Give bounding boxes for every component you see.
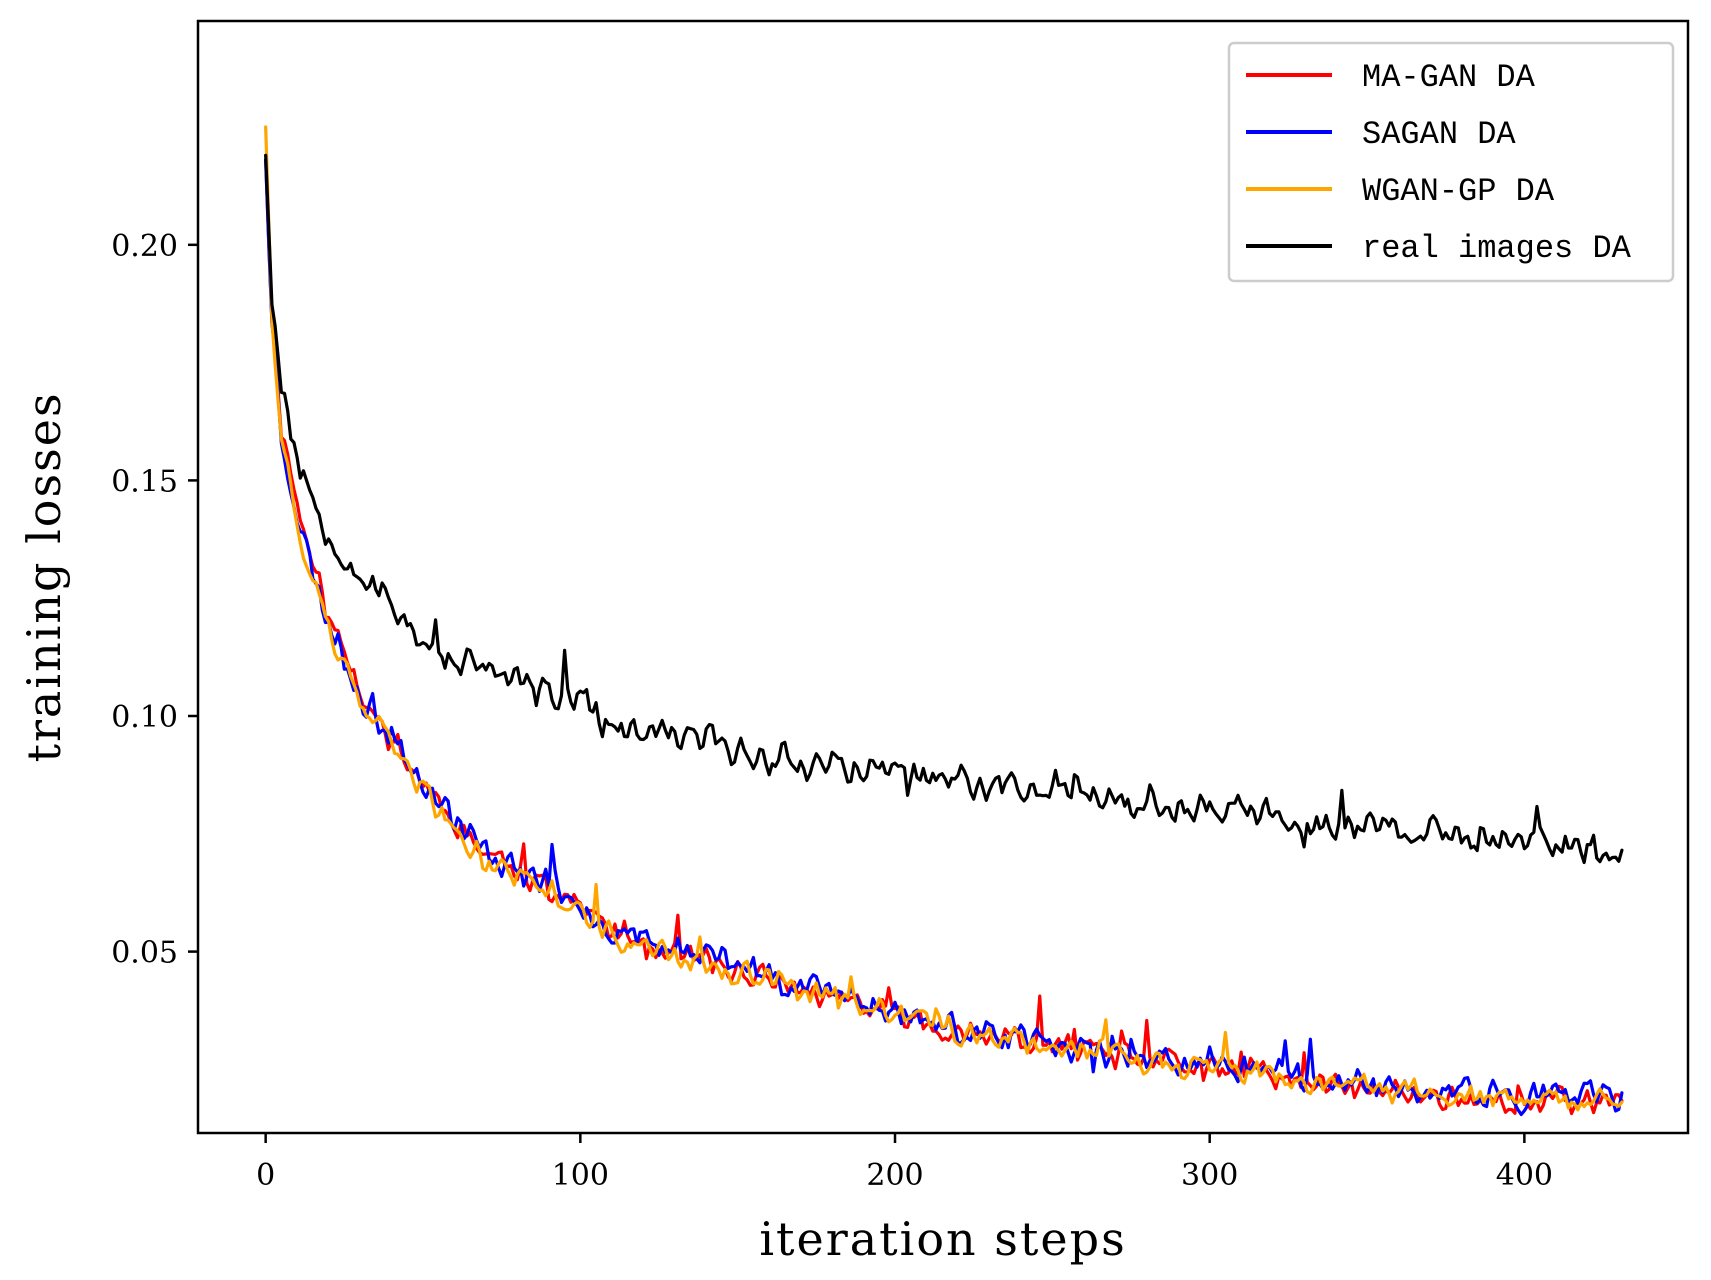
x-tick-label: 0 — [256, 1158, 275, 1193]
y-tick-label: 0.20 — [111, 229, 178, 264]
y-tick-label: 0.15 — [111, 464, 178, 499]
x-tick-label: 300 — [1181, 1158, 1238, 1193]
series-layer — [264, 125, 1624, 1117]
series-line-wgan-gp-da — [264, 125, 1624, 1112]
legend-label: SAGAN DA — [1362, 116, 1516, 153]
y-tick-label: 0.05 — [111, 936, 178, 971]
x-tick-label: 400 — [1496, 1158, 1553, 1193]
y-axis: 0.05 0.10 0.15 0.20 — [111, 229, 198, 971]
legend-box — [1227, 41, 1675, 283]
legend-label: WGAN-GP DA — [1362, 173, 1555, 210]
plot-frame — [196, 19, 1690, 1135]
x-axis-title: iteration steps — [759, 1212, 1126, 1266]
legend-label: MA-GAN DA — [1362, 59, 1536, 96]
series-line-ma-gan-da — [264, 158, 1624, 1116]
x-tick-label: 100 — [552, 1158, 609, 1193]
y-axis-title: training losses — [17, 391, 71, 762]
y-tick-label: 0.10 — [111, 700, 178, 735]
legend-label: real images DA — [1362, 230, 1632, 267]
legend: MA-GAN DA SAGAN DA WGAN-GP DA real images D… — [1227, 41, 1675, 283]
x-axis: 0 100 200 300 400 — [256, 1133, 1553, 1193]
series-line-real-images-da — [264, 153, 1624, 865]
x-tick-label: 200 — [866, 1158, 923, 1193]
